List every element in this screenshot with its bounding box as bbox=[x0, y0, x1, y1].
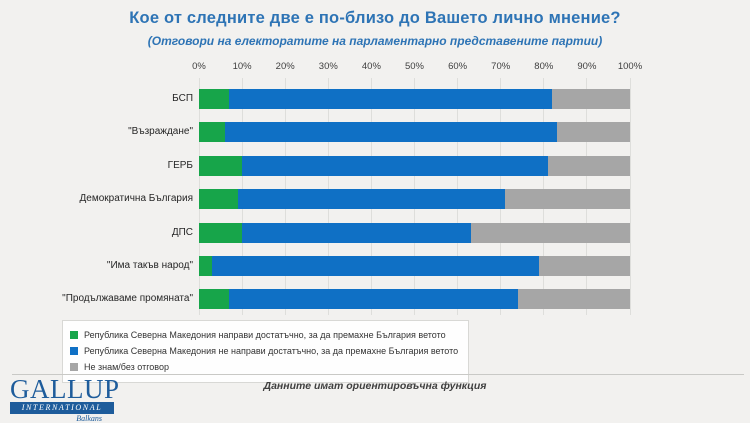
divider-line bbox=[12, 374, 744, 375]
category-label: БСП bbox=[172, 93, 193, 104]
bar-segment-done-enough bbox=[199, 189, 238, 210]
bar-row bbox=[199, 289, 630, 310]
x-axis: 0% 10% 20% 30% 40% 50% 60% 70% 80% 90% 100% bbox=[192, 61, 642, 75]
x-axis-tick-label: 50% bbox=[404, 61, 425, 72]
bar-row bbox=[199, 89, 630, 109]
bar-row bbox=[199, 155, 630, 176]
x-axis-tick-label: 70% bbox=[491, 61, 511, 72]
bar-segment-not-done-enough bbox=[242, 155, 549, 176]
bar-segment-done-enough bbox=[199, 256, 212, 276]
legend-item: Република Северна Македония направи дост… bbox=[70, 327, 458, 343]
x-axis-tick-label: 40% bbox=[361, 61, 381, 72]
bar-segment-done-enough bbox=[199, 89, 230, 109]
bar-segment-done-enough bbox=[199, 222, 243, 243]
category-label: "Възраждане" bbox=[128, 126, 193, 138]
plot-area bbox=[198, 78, 631, 315]
logo-international-band: INTERNATIONAL bbox=[10, 402, 114, 414]
legend-label: Република Северна Македония не направи д… bbox=[84, 346, 459, 356]
footer-note: Данните имат ориентировъчна функция bbox=[263, 380, 487, 392]
legend-label: Не знам/без отговор bbox=[84, 362, 169, 372]
bar-segment-not-done-enough bbox=[237, 189, 505, 210]
bar-segment-dont-know bbox=[539, 256, 630, 276]
x-axis-tick-label: 100% bbox=[617, 61, 643, 72]
bar-row bbox=[199, 222, 630, 243]
x-axis-tick-label: 0% bbox=[192, 61, 206, 72]
category-label: "Продължаваме промяната" bbox=[62, 293, 193, 305]
bar-segment-not-done-enough bbox=[242, 222, 471, 243]
chart-title: Кое от следните две е по-близо до Вашето… bbox=[129, 9, 621, 27]
x-axis-tick-label: 20% bbox=[275, 61, 295, 72]
bar-segment-dont-know bbox=[556, 122, 630, 143]
bar-segment-not-done-enough bbox=[229, 89, 553, 109]
logo-balkans-text: Balkans bbox=[76, 414, 102, 423]
legend-swatch bbox=[70, 347, 78, 355]
category-label: Демократична България bbox=[79, 193, 194, 205]
logo-gallup-text: GALLUP bbox=[10, 374, 120, 404]
x-axis-tick-label: 10% bbox=[232, 61, 252, 72]
x-axis-tick-label: 60% bbox=[448, 61, 468, 72]
gallup-logo: GALLUP INTERNATIONAL Balkans bbox=[10, 374, 120, 423]
legend-swatch bbox=[70, 363, 78, 371]
legend-swatch bbox=[70, 331, 78, 339]
bar-segment-not-done-enough bbox=[224, 122, 557, 143]
bar-row bbox=[199, 256, 630, 276]
bar-segment-done-enough bbox=[199, 122, 225, 143]
bar-row bbox=[199, 122, 630, 143]
bar-segment-dont-know bbox=[505, 189, 630, 210]
bar-row bbox=[199, 189, 630, 210]
legend-item: Не знам/без отговор bbox=[70, 359, 458, 375]
category-label: "Има такъв народ" bbox=[106, 260, 193, 271]
bar-segment-done-enough bbox=[199, 289, 230, 310]
x-axis-tick-label: 30% bbox=[318, 61, 338, 72]
bar-segment-dont-know bbox=[517, 289, 630, 310]
gridline bbox=[629, 78, 631, 315]
legend: Република Северна Македония направи дост… bbox=[62, 320, 470, 383]
bar-segment-dont-know bbox=[552, 89, 630, 109]
category-label: ДПС bbox=[171, 226, 193, 238]
bar-segment-not-done-enough bbox=[211, 256, 540, 276]
bar-segment-dont-know bbox=[470, 222, 630, 243]
chart-subtitle: (Отговори на електоратите на парламентар… bbox=[147, 34, 603, 48]
legend-item: Република Северна Македония не направи д… bbox=[70, 343, 458, 359]
x-axis-tick-label: 80% bbox=[534, 61, 554, 72]
bar-segment-dont-know bbox=[548, 155, 630, 176]
legend-label: Република Северна Македония направи дост… bbox=[84, 330, 446, 340]
category-label: ГЕРБ bbox=[167, 159, 193, 171]
bar-segment-done-enough bbox=[199, 155, 243, 176]
x-axis-tick-label: 90% bbox=[577, 61, 597, 72]
bar-segment-not-done-enough bbox=[229, 289, 518, 310]
